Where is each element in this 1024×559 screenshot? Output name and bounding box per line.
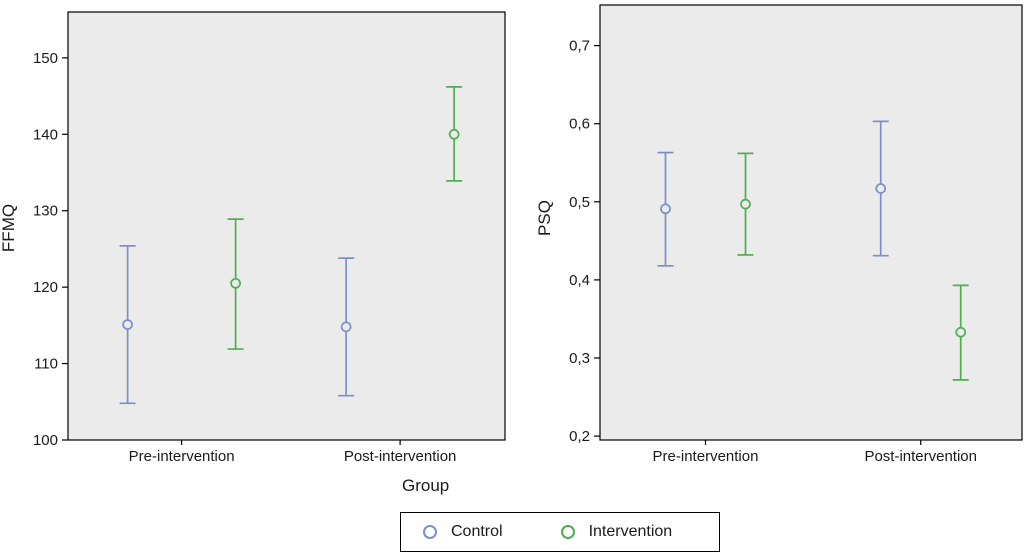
plot-area [67,11,506,441]
y-tick-label: 120 [33,279,58,296]
x-tick-label: Post-intervention [864,448,977,465]
mean-marker [448,128,460,140]
mean-marker [740,198,751,210]
legend-entry-intervention: Intervention [560,523,673,541]
mean-marker [122,319,133,330]
mean-marker [875,183,887,194]
y-tick-label: 110 [34,356,58,373]
y-axis-label: PSQ [535,200,554,236]
control-marker-icon [423,525,437,539]
y-tick-label: 0,2 [569,428,590,445]
y-axis-label: FFMQ [0,204,18,252]
mean-marker [340,321,352,333]
y-tick-label: 140 [33,126,58,143]
x-tick-label: Post-intervention [344,448,457,465]
legend-entry-control: Control [423,523,503,541]
y-tick-label: 100 [33,432,58,449]
plot-area [599,4,1023,441]
y-tick-label: 0,4 [569,272,590,289]
y-tick-label: 150 [33,50,58,67]
ffmq-chart: 100 110 120 130 140 150 Pre-intervention Post-i… [0,11,506,465]
legend-label-control: Control [451,523,503,540]
legend-title: Group [402,476,450,495]
mean-marker [955,326,967,338]
y-tick-label: 0,3 [569,350,590,367]
legend: Control Intervention [400,512,720,552]
mean-marker [660,203,671,215]
y-tick-label: 130 [33,203,58,220]
x-tick-label: Pre-intervention [653,448,759,465]
intervention-marker-icon [560,525,575,539]
legend-label-intervention: Intervention [588,523,673,540]
y-tick-label: 0,6 [569,116,590,133]
y-tick-label: 0,5 [569,194,590,211]
y-tick-label: 0,7 [569,38,590,55]
mean-marker [230,277,241,289]
psq-chart: 0,2 0,3 0,4 0,5 0,6 0,7 Pre-intervention Post-i… [535,4,1023,465]
x-tick-label: Pre-intervention [129,448,235,465]
